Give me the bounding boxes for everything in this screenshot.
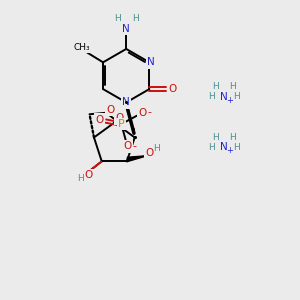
- Text: H: H: [233, 142, 240, 152]
- Text: +: +: [226, 96, 233, 105]
- Text: H: H: [153, 144, 160, 153]
- Text: H: H: [233, 92, 240, 101]
- Text: -: -: [147, 107, 151, 117]
- Text: H: H: [229, 82, 236, 91]
- Text: O: O: [107, 105, 115, 115]
- Text: H: H: [114, 14, 121, 22]
- Text: O: O: [95, 115, 103, 124]
- Text: H: H: [213, 82, 219, 91]
- Text: H: H: [213, 133, 219, 142]
- Text: N: N: [122, 24, 130, 34]
- Text: -: -: [133, 141, 137, 151]
- Text: O: O: [123, 141, 131, 152]
- Text: O: O: [116, 113, 124, 123]
- Text: H: H: [132, 14, 139, 22]
- Text: H: H: [208, 142, 215, 152]
- Text: H: H: [208, 92, 215, 101]
- Text: N: N: [147, 57, 155, 67]
- Text: N: N: [220, 92, 228, 101]
- Text: N: N: [122, 98, 130, 107]
- Polygon shape: [91, 161, 102, 170]
- Text: N: N: [220, 142, 228, 152]
- Text: P: P: [118, 119, 125, 129]
- Text: O: O: [146, 148, 154, 158]
- Text: O: O: [168, 84, 176, 94]
- Text: +: +: [226, 146, 233, 155]
- Text: H: H: [77, 174, 83, 183]
- Text: CH₃: CH₃: [74, 43, 91, 52]
- Text: O: O: [138, 108, 146, 118]
- Text: H: H: [229, 133, 236, 142]
- Text: O: O: [85, 170, 93, 180]
- Polygon shape: [127, 156, 144, 161]
